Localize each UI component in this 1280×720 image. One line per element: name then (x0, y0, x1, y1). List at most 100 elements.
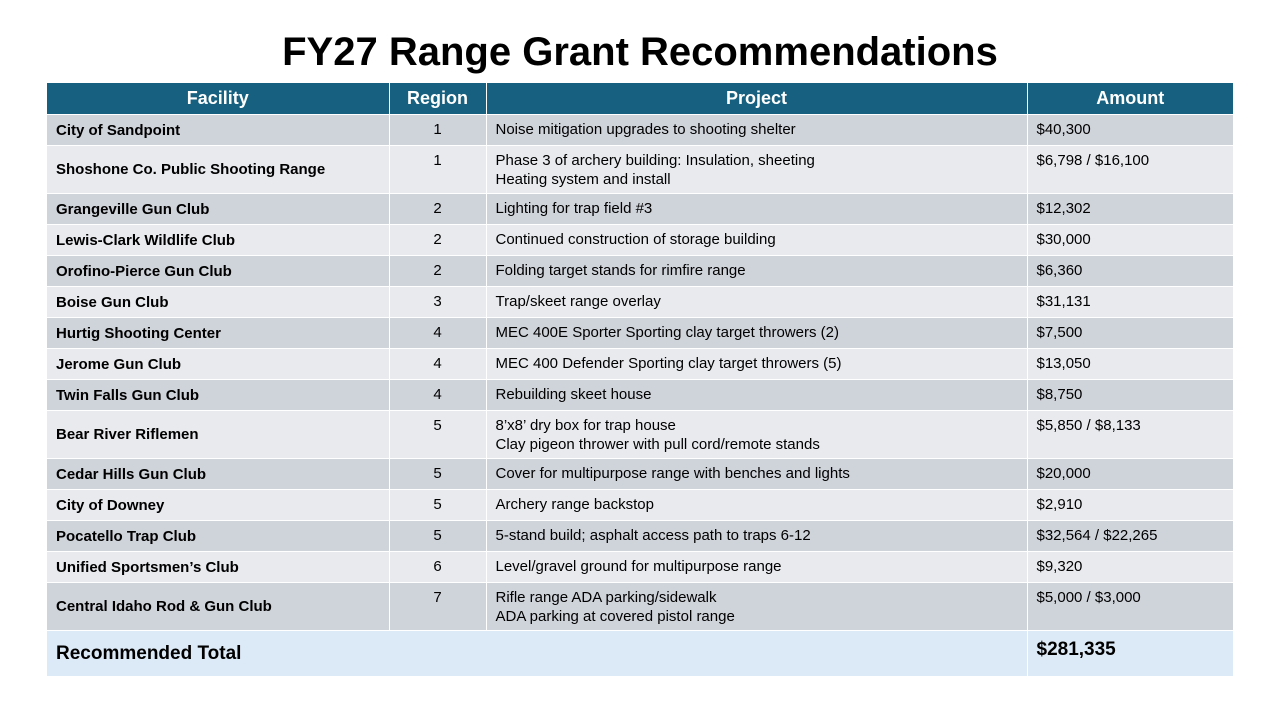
region-cell: 5 (389, 410, 487, 459)
table-row: Orofino-Pierce Gun Club 2 Folding target… (47, 255, 1233, 287)
region-cell: 5 (389, 520, 487, 552)
amount-cell: $6,360 (1027, 255, 1233, 287)
project-line: Cover for multipurpose range with benche… (495, 465, 850, 482)
project-line: 5-stand build; asphalt access path to tr… (495, 527, 811, 544)
amount-cell: $20,000 (1027, 458, 1233, 490)
region-cell: 5 (389, 458, 487, 490)
facility-cell: City of Sandpoint (47, 114, 390, 146)
table-row: Pocatello Trap Club 5 5-stand build; asp… (47, 520, 1233, 552)
table-row: City of Downey 5 Archery range backstop … (47, 489, 1233, 521)
amount-cell: $2,910 (1027, 489, 1233, 521)
facility-cell: Grangeville Gun Club (47, 193, 390, 225)
project-line: MEC 400E Sporter Sporting clay target th… (495, 324, 839, 341)
region-cell: 6 (389, 551, 487, 583)
project-line: Archery range backstop (495, 496, 654, 513)
region-cell: 2 (389, 193, 487, 225)
header-amount: Amount (1027, 83, 1233, 115)
project-line: Level/gravel ground for multipurpose ran… (495, 558, 782, 575)
project-line: Continued construction of storage buildi… (495, 231, 776, 248)
project-cell: Continued construction of storage buildi… (486, 224, 1028, 256)
table-row: City of Sandpoint 1 Noise mitigation upg… (47, 114, 1233, 146)
table-row: Hurtig Shooting Center 4 MEC 400E Sporte… (47, 317, 1233, 349)
project-line: Rifle range ADA parking/sidewalk (495, 589, 717, 606)
project-cell: 8’x8’ dry box for trap house Clay pigeon … (486, 410, 1028, 459)
amount-cell: $31,131 (1027, 286, 1233, 318)
total-row: Recommended Total $281,335 (47, 630, 1233, 677)
region-cell: 4 (389, 348, 487, 380)
table-row: Boise Gun Club 3 Trap/skeet range overla… (47, 286, 1233, 318)
table-row: Unified Sportsmen’s Club 6 Level/gravel … (47, 551, 1233, 583)
slide-title: FY27 Range Grant Recommendations (282, 30, 998, 74)
header-facility: Facility (47, 83, 390, 115)
project-cell: Phase 3 of archery building: Insulation,… (486, 145, 1028, 194)
project-cell: Rebuilding skeet house (486, 379, 1028, 411)
facility-cell: Hurtig Shooting Center (47, 317, 390, 349)
project-cell: MEC 400 Defender Sporting clay target th… (486, 348, 1028, 380)
table-header-row: Facility Region Project Amount (47, 83, 1233, 115)
table-row: Jerome Gun Club 4 MEC 400 Defender Sport… (47, 348, 1233, 380)
project-cell: 5-stand build; asphalt access path to tr… (486, 520, 1028, 552)
region-cell: 2 (389, 224, 487, 256)
amount-cell: $13,050 (1027, 348, 1233, 380)
facility-cell: Lewis-Clark Wildlife Club (47, 224, 390, 256)
project-line: Heating system and install (495, 171, 671, 188)
amount-cell: $30,000 (1027, 224, 1233, 256)
amount-cell: $6,798 / $16,100 (1027, 145, 1233, 194)
amount-cell: $5,850 / $8,133 (1027, 410, 1233, 459)
project-line: Rebuilding skeet house (495, 386, 652, 403)
facility-cell: Cedar Hills Gun Club (47, 458, 390, 490)
total-label: Recommended Total (47, 630, 1028, 677)
facility-cell: Bear River Riflemen (47, 410, 390, 459)
project-cell: MEC 400E Sporter Sporting clay target th… (486, 317, 1028, 349)
table-row: Twin Falls Gun Club 4 Rebuilding skeet h… (47, 379, 1233, 411)
region-cell: 1 (389, 114, 487, 146)
project-cell: Trap/skeet range overlay (486, 286, 1028, 318)
project-line: Lighting for trap field #3 (495, 200, 653, 217)
amount-cell: $40,300 (1027, 114, 1233, 146)
facility-cell: Unified Sportsmen’s Club (47, 551, 390, 583)
project-cell: Lighting for trap field #3 (486, 193, 1028, 225)
region-cell: 2 (389, 255, 487, 287)
table-row: Bear River Riflemen 5 8’x8’ dry box for … (47, 410, 1233, 459)
region-cell: 5 (389, 489, 487, 521)
facility-cell: Boise Gun Club (47, 286, 390, 318)
project-cell: Level/gravel ground for multipurpose ran… (486, 551, 1028, 583)
table-row: Central Idaho Rod & Gun Club 7 Rifle ran… (47, 582, 1233, 631)
region-cell: 4 (389, 317, 487, 349)
facility-cell: Central Idaho Rod & Gun Club (47, 582, 390, 631)
project-cell: Archery range backstop (486, 489, 1028, 521)
amount-cell: $8,750 (1027, 379, 1233, 411)
total-amount: $281,335 (1027, 630, 1233, 677)
project-line: MEC 400 Defender Sporting clay target th… (495, 355, 842, 372)
facility-cell: Shoshone Co. Public Shooting Range (47, 145, 390, 194)
amount-cell: $9,320 (1027, 551, 1233, 583)
facility-cell: City of Downey (47, 489, 390, 521)
region-cell: 7 (389, 582, 487, 631)
header-region: Region (389, 83, 487, 115)
project-cell: Rifle range ADA parking/sidewalk ADA park… (486, 582, 1028, 631)
table-row: Shoshone Co. Public Shooting Range 1 Pha… (47, 145, 1233, 194)
region-cell: 4 (389, 379, 487, 411)
project-cell: Noise mitigation upgrades to shooting sh… (486, 114, 1028, 146)
project-line: Trap/skeet range overlay (495, 293, 661, 310)
header-project: Project (486, 83, 1028, 115)
amount-cell: $32,564 / $22,265 (1027, 520, 1233, 552)
table-row: Cedar Hills Gun Club 5 Cover for multipu… (47, 458, 1233, 490)
grant-table: Facility Region Project Amount City of S… (47, 83, 1233, 677)
facility-cell: Orofino-Pierce Gun Club (47, 255, 390, 287)
facility-cell: Twin Falls Gun Club (47, 379, 390, 411)
project-cell: Cover for multipurpose range with benche… (486, 458, 1028, 490)
facility-cell: Jerome Gun Club (47, 348, 390, 380)
facility-cell: Pocatello Trap Club (47, 520, 390, 552)
table-row: Lewis-Clark Wildlife Club 2 Continued co… (47, 224, 1233, 256)
amount-cell: $12,302 (1027, 193, 1233, 225)
region-cell: 3 (389, 286, 487, 318)
region-cell: 1 (389, 145, 487, 194)
project-line: ADA parking at covered pistol range (495, 608, 735, 625)
project-line: Phase 3 of archery building: Insulation,… (495, 152, 815, 169)
project-cell: Folding target stands for rimfire range (486, 255, 1028, 287)
project-line: Folding target stands for rimfire range (495, 262, 746, 279)
project-line: 8’x8’ dry box for trap house (495, 417, 676, 434)
project-line: Noise mitigation upgrades to shooting sh… (495, 121, 796, 138)
